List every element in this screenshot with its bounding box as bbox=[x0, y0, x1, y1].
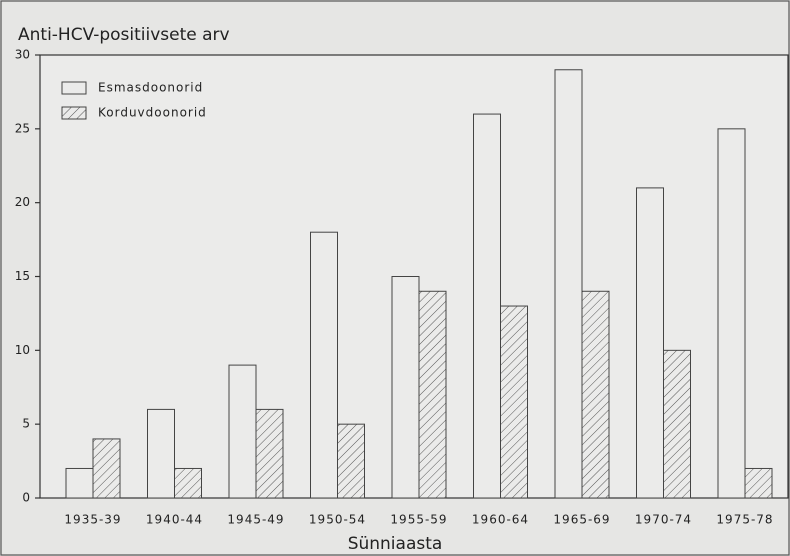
x-axis-label: Sünniaasta bbox=[348, 534, 443, 554]
bar bbox=[636, 187, 664, 499]
bar bbox=[228, 364, 257, 499]
x-tick-label: 1945-49 bbox=[227, 513, 284, 527]
bar bbox=[310, 231, 338, 499]
legend-swatch bbox=[61, 81, 87, 95]
legend-label: Esmasdoonorid bbox=[98, 81, 203, 95]
legend-label: Korduvdoonorid bbox=[98, 106, 207, 120]
x-tick-label: 1960-64 bbox=[472, 513, 529, 527]
legend-swatch bbox=[61, 106, 87, 120]
bar bbox=[554, 69, 583, 499]
bar bbox=[92, 438, 121, 499]
x-tick-label: 1950-54 bbox=[309, 513, 366, 527]
bar bbox=[65, 467, 94, 499]
bar bbox=[337, 423, 365, 499]
y-tick-label: 5 bbox=[22, 417, 30, 431]
y-tick-label: 0 bbox=[22, 491, 30, 505]
chart-title: Anti-HCV-positiivsete arv bbox=[18, 25, 230, 45]
bar bbox=[174, 467, 202, 499]
x-tick-label: 1955-59 bbox=[390, 513, 447, 527]
bar bbox=[500, 305, 528, 499]
bar bbox=[744, 467, 773, 499]
x-tick-label: 1975-78 bbox=[716, 513, 773, 527]
y-tick-label: 15 bbox=[15, 269, 30, 283]
bar bbox=[473, 113, 501, 499]
bar bbox=[147, 408, 175, 499]
y-tick-label: 25 bbox=[15, 121, 30, 135]
bar bbox=[717, 128, 746, 499]
x-tick-label: 1970-74 bbox=[635, 513, 692, 527]
bar bbox=[418, 290, 447, 499]
bar bbox=[581, 290, 610, 499]
x-tick-label: 1940-44 bbox=[146, 513, 203, 527]
x-tick-label: 1935-39 bbox=[64, 513, 121, 527]
bar bbox=[255, 408, 284, 499]
y-tick-label: 10 bbox=[15, 343, 30, 357]
y-tick-label: 20 bbox=[15, 195, 30, 209]
y-tick-label: 30 bbox=[15, 48, 30, 62]
bar bbox=[663, 349, 691, 499]
bar bbox=[391, 276, 420, 499]
x-tick-label: 1965-69 bbox=[553, 513, 610, 527]
